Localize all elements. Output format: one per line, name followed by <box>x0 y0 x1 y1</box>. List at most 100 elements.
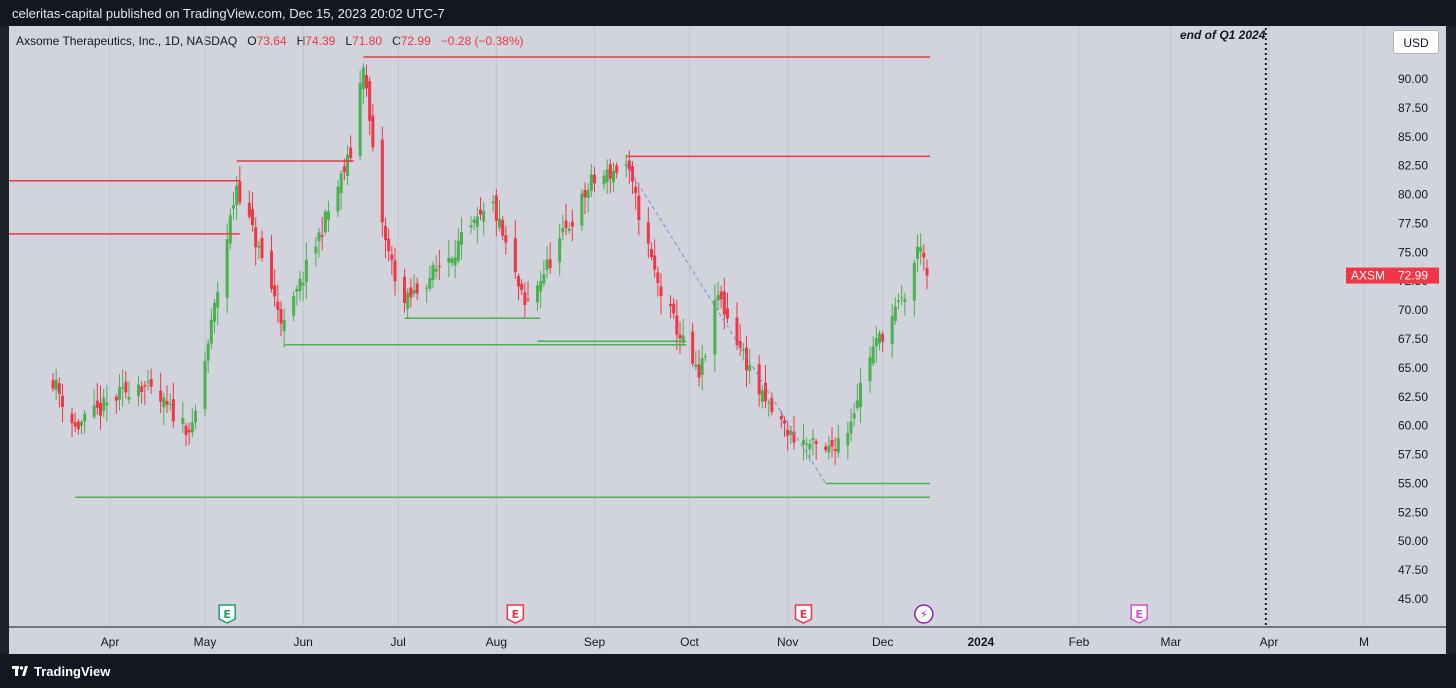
tradingview-brand: TradingView <box>34 664 111 679</box>
last-price-symbol: AXSM <box>1351 269 1385 283</box>
candle-body <box>783 420 786 424</box>
tradingview-logo-icon <box>12 666 28 676</box>
candle-body <box>811 438 815 441</box>
candle-body <box>61 395 64 407</box>
time-axis-label: 2024 <box>967 635 994 649</box>
event-marker-label: E <box>512 608 520 621</box>
time-axis-label: M <box>1359 635 1369 649</box>
low-value: 71.80 <box>352 34 383 48</box>
earnings-marker-icon <box>218 604 236 624</box>
close-label: C <box>392 34 401 48</box>
candle-body <box>190 422 194 433</box>
candle-body <box>450 258 454 264</box>
candle-body <box>279 308 283 324</box>
price-axis-label: 50.00 <box>1398 534 1428 548</box>
event-marker-label: E <box>800 608 808 621</box>
chart-frame[interactable] <box>9 26 1446 654</box>
candle-body <box>102 397 106 411</box>
price-axis-label: 80.00 <box>1398 188 1428 202</box>
candle-body <box>627 160 631 170</box>
candle-body <box>393 260 397 282</box>
candle-body <box>304 259 308 283</box>
candle-body <box>659 286 663 297</box>
candle-body <box>855 400 859 409</box>
candle-body <box>428 278 432 289</box>
price-axis-label: 90.00 <box>1398 72 1428 86</box>
candle-body <box>494 195 498 222</box>
candle-body <box>498 218 501 228</box>
candle-body <box>73 422 77 427</box>
candle-body <box>653 255 657 270</box>
candle-body <box>270 250 273 290</box>
candle-body <box>358 83 362 157</box>
candle-body <box>656 272 660 284</box>
time-axis-label: Apr <box>1260 635 1279 649</box>
time-axis-label: Jul <box>390 635 405 649</box>
candle-body <box>361 67 365 90</box>
candle-body <box>149 379 153 387</box>
candle-body <box>786 429 790 436</box>
time-axis-label: Feb <box>1069 635 1090 649</box>
price-axis-label: 57.50 <box>1398 448 1428 462</box>
last-price-value: 72.99 <box>1398 269 1428 283</box>
candle-body <box>298 278 302 291</box>
candle-body <box>542 274 546 284</box>
candle-body <box>925 268 929 276</box>
candle-body <box>339 173 343 193</box>
candle-body <box>228 215 232 244</box>
candle-body <box>539 281 543 292</box>
candle-body <box>165 400 169 405</box>
candle-body <box>475 216 479 227</box>
candle-body <box>260 237 264 259</box>
high-label: H <box>296 34 306 48</box>
candle-body <box>390 254 394 260</box>
candle-body <box>83 413 87 422</box>
price-axis-label: 47.50 <box>1398 563 1428 577</box>
candle-body <box>162 397 166 408</box>
candle-body <box>517 276 520 287</box>
candle-body <box>124 381 128 393</box>
price-axis-label: 60.00 <box>1398 419 1428 433</box>
candle-body <box>365 75 368 89</box>
candle-body <box>406 292 410 310</box>
symbol-name: Axsome Therapeutics, Inc., 1D, NASDAQ <box>16 34 238 48</box>
currency-button[interactable]: USD <box>1393 30 1439 54</box>
high-value: 74.39 <box>305 34 336 48</box>
event-marker-label: E <box>223 608 231 621</box>
candle-body <box>637 195 641 221</box>
candle-body <box>118 387 121 400</box>
candle-body <box>342 166 346 173</box>
price-axis-label: 77.50 <box>1398 216 1428 230</box>
price-axis-label: 70.00 <box>1398 303 1428 317</box>
candle-body <box>146 381 150 383</box>
time-axis-label: May <box>194 635 217 649</box>
candle-body <box>453 257 457 266</box>
event-marker-icon <box>914 604 934 624</box>
candle-body <box>137 384 140 397</box>
candle-body <box>482 211 486 222</box>
publish-header: celeritas-capital published on TradingVi… <box>0 0 1456 26</box>
candle-body <box>368 81 372 121</box>
price-axis-label: 67.50 <box>1398 332 1428 346</box>
candle-body <box>159 390 163 402</box>
candle-body <box>612 170 615 183</box>
open-label: O <box>247 34 257 48</box>
price-axis-label: 75.00 <box>1398 245 1428 259</box>
candle-body <box>836 438 840 453</box>
candle-body <box>805 443 809 445</box>
dashed-trendline <box>625 164 827 484</box>
candle-body <box>722 291 726 315</box>
candle-body <box>741 349 745 351</box>
candle-body <box>545 259 549 271</box>
candle-body <box>694 364 698 367</box>
time-axis-label: Sep <box>584 635 606 649</box>
candle-body <box>80 421 83 426</box>
candle-body <box>672 303 676 314</box>
candle-body <box>567 228 571 232</box>
candle-body <box>327 211 330 220</box>
candle-body <box>54 379 58 391</box>
price-axis-label: 85.00 <box>1398 130 1428 144</box>
candle-body <box>868 357 872 382</box>
candle-body <box>570 221 574 227</box>
